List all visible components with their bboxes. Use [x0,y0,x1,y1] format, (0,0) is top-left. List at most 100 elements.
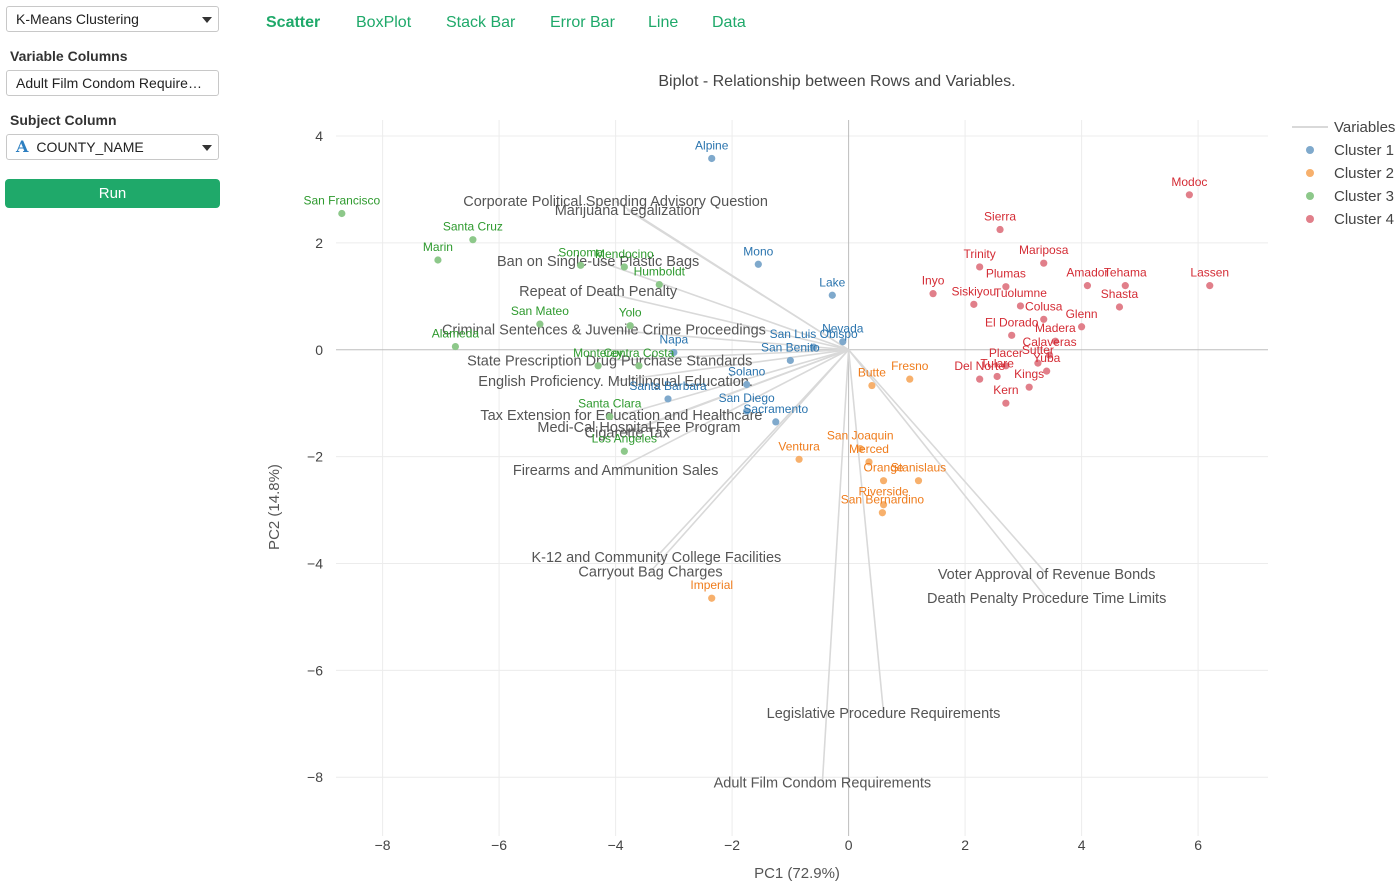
subject-column-label: Subject Column [10,112,117,128]
variable-label: Corporate Political Spending Advisory Qu… [463,194,768,210]
data-point [839,338,847,346]
point-label: Lake [819,275,845,289]
tab-line[interactable]: Line [648,14,679,31]
point-label: Santa Barbara [629,379,707,393]
data-point [1121,282,1129,290]
variable-vector [597,290,849,351]
sidebar: K-Means Clustering Variable Columns Adul… [0,0,232,881]
data-point [828,291,836,299]
variable-label: Repeat of Death Penalty [519,284,678,300]
variable-vector [626,349,849,434]
point-label: Imperial [690,578,733,592]
point-label: Madera [1035,321,1076,335]
point-label: Los Angeles [592,431,657,445]
variable-vector [609,348,849,362]
point-label: Amador [1066,266,1108,280]
legend-cluster-label: Cluster 4 [1334,211,1394,228]
data-point [451,342,460,351]
data-point [1115,303,1124,311]
variable-label: Marijuana Legalization [555,203,700,219]
y-axis-label: PC2 (14.8%) [266,464,283,550]
chevron-down-icon [202,17,212,23]
data-point [970,300,978,308]
data-point [865,458,873,466]
subject-column-value: COUNTY_NAME [36,139,144,155]
tab-scatter[interactable]: Scatter [266,14,321,31]
y-tick-label: −4 [307,555,323,571]
data-point [993,372,1001,381]
point-label: Yuba [1033,351,1061,365]
chart-title: Biplot - Relationship between Rows and V… [658,73,1015,90]
subject-column-select[interactable]: A COUNTY_NAME [6,134,219,160]
data-point [1185,191,1193,199]
variable-label: Death Penalty Procedure Time Limits [927,591,1166,607]
tab-stack-bar[interactable]: Stack Bar [446,14,516,31]
point-label: Butte [858,366,886,380]
data-point [772,418,780,426]
point-label: Modoc [1171,175,1207,189]
chevron-down-icon [202,145,212,151]
variable-label: Firearms and Ammunition Sales [513,463,719,479]
point-label: Stanislaus [891,461,946,475]
variable-label: Ban on Single-use Plastic Bags [497,254,699,270]
point-label: San Luis Obispo [770,327,858,341]
data-point [536,320,544,328]
run-button[interactable]: Run [5,179,220,208]
data-point [1078,323,1086,331]
variable-columns-label: Variable Columns [10,48,128,64]
point-label: Mono [743,244,773,258]
y-tick-label: 4 [315,128,323,144]
point-label: Colusa [1025,299,1063,313]
point-label: Del Norte [954,359,1005,373]
point-label: Mariposa [1019,243,1069,257]
data-point [996,225,1004,234]
data-point [1040,315,1048,323]
variable-columns-input[interactable]: Adult Film Condom Requirements [6,70,219,96]
analytics-method-select[interactable]: K-Means Clustering [6,6,219,32]
variable-label: Medi-Cal Hospital Fee Program [537,420,740,436]
legend-cluster-marker [1306,169,1314,177]
data-point [795,455,803,463]
variable-label: English Proficiency. Multilingual Educat… [478,374,753,390]
point-label: El Dorado [985,315,1039,329]
point-label: San Joaquin [827,429,894,443]
point-label: Ventura [778,439,820,453]
point-label: Sonoma [558,245,603,259]
point-label: Sacramento [743,402,808,416]
data-point [626,322,634,330]
biplot-chart: Biplot - Relationship between Rows and V… [266,73,1395,881]
point-label: Humboldt [634,265,686,279]
data-point [1083,282,1092,290]
point-label: San Benito [761,340,820,354]
data-point [1045,351,1054,359]
data-point [708,154,716,163]
point-label: Inyo [922,274,945,288]
data-point [1040,259,1048,267]
point-label: Tuolumne [994,286,1047,300]
x-tick-label: −4 [608,837,624,853]
data-point [1008,331,1016,339]
analytics-method-value: K-Means Clustering [16,11,139,27]
variable-label: K-12 and Community College Facilities [531,550,781,566]
legend-cluster-label: Cluster 1 [1334,142,1394,159]
point-label: Glenn [1066,307,1098,321]
x-tick-label: −6 [491,837,507,853]
tab-error-bar[interactable]: Error Bar [550,14,615,31]
tab-boxplot[interactable]: BoxPlot [356,14,412,31]
tab-data[interactable]: Data [712,14,746,31]
variable-label: Adult Film Condom Requirements [714,776,932,792]
point-label: Fresno [891,359,929,373]
variable-vector [848,349,1048,575]
y-tick-label: −6 [307,662,323,678]
point-label: Trinity [964,247,996,261]
data-point [976,263,984,271]
data-point [1002,283,1010,291]
data-point [1206,282,1214,290]
variable-label: Legislative Procedure Requirements [767,706,1001,722]
data-point [929,290,937,298]
data-point [655,280,663,289]
data-point [754,260,762,268]
variable-label: Criminal Sentences & Juvenile Crime Proc… [442,322,766,338]
legend-cluster-marker [1306,215,1314,223]
